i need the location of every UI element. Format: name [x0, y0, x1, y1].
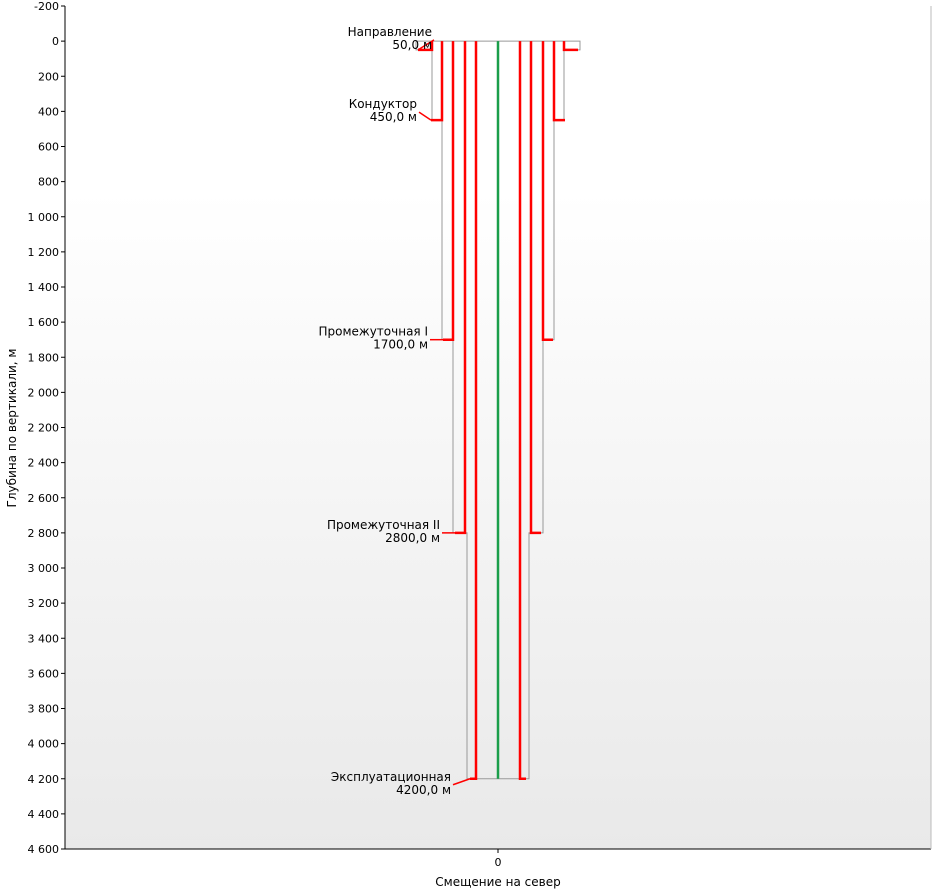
annotation-leader-1 [418, 111, 432, 121]
x-tick-label-0: 0 [495, 856, 502, 869]
y-tick-label-19: 3 600 [28, 667, 60, 680]
y-tick-label-23: 4 400 [28, 808, 60, 821]
casing-0-left [418, 41, 434, 52]
y-tick-label-20: 3 800 [28, 703, 60, 716]
annotation-depth-3: 2800,0 м [385, 531, 440, 545]
y-tick-label-0: -200 [34, 0, 59, 13]
y-tick-label-7: 1 200 [28, 246, 60, 259]
casing-4-right [518, 41, 526, 780]
casing-1-right [552, 41, 565, 122]
casing-3-left [455, 41, 467, 535]
annotation-name-0: Направление [348, 25, 432, 39]
y-tick-label-14: 2 600 [28, 492, 60, 505]
annotation-depth-1: 450,0 м [370, 110, 417, 124]
y-tick-label-22: 4 200 [28, 773, 60, 786]
y-tick-label-3: 400 [38, 105, 59, 118]
y-tick-label-11: 2 000 [28, 386, 60, 399]
y-tick-label-21: 4 000 [28, 738, 60, 751]
y-tick-label-13: 2 400 [28, 457, 60, 470]
casing-2-left [443, 41, 455, 341]
annotation-leader-4 [452, 778, 471, 786]
y-tick-label-4: 600 [38, 141, 59, 154]
axis-layer: -200 0 200 400 600 800 1 000 1 200 1 400 1 600 1 8… [28, 0, 932, 869]
y-tick-label-12: 2 200 [28, 422, 60, 435]
annotation-depth-4: 4200,0 м [396, 783, 451, 797]
y-tick-label-16: 3 000 [28, 562, 60, 575]
y-tick-label-10: 1 800 [28, 351, 60, 364]
casing-0-right [562, 41, 578, 52]
annotation-name-1: Кондуктор [349, 97, 417, 111]
y-tick-label-17: 3 200 [28, 597, 60, 610]
x-axis-title: Смещение на север [435, 875, 560, 889]
casing-4-left [470, 41, 478, 780]
annotation-depth-2: 1700,0 м [373, 338, 428, 352]
y-tick-label-18: 3 400 [28, 632, 60, 645]
y-tick-label-8: 1 400 [28, 281, 60, 294]
annotation-leader-0 [417, 39, 435, 51]
casing-3-right [529, 41, 541, 535]
y-tick-label-9: 1 600 [28, 316, 60, 329]
annotation-depth-0: 50,0 м [392, 38, 432, 52]
casing-2-right [541, 41, 553, 341]
y-tick-label-5: 800 [38, 176, 59, 189]
casing-layer [418, 41, 578, 780]
annotation-name-3: Промежуточная II [327, 518, 440, 532]
y-tick-label-15: 2 800 [28, 527, 60, 540]
casing-1-left [431, 41, 444, 122]
y-tick-label-2: 200 [38, 70, 59, 83]
y-tick-label-24: 4 600 [28, 843, 60, 856]
y-tick-label-1: 0 [52, 35, 59, 48]
annotation-name-2: Промежуточная I [318, 325, 428, 339]
annotation-name-4: Эксплуатационная [331, 770, 451, 784]
y-axis-title: Глубина по вертикали, м [5, 349, 19, 508]
y-tick-label-6: 1 000 [28, 211, 60, 224]
